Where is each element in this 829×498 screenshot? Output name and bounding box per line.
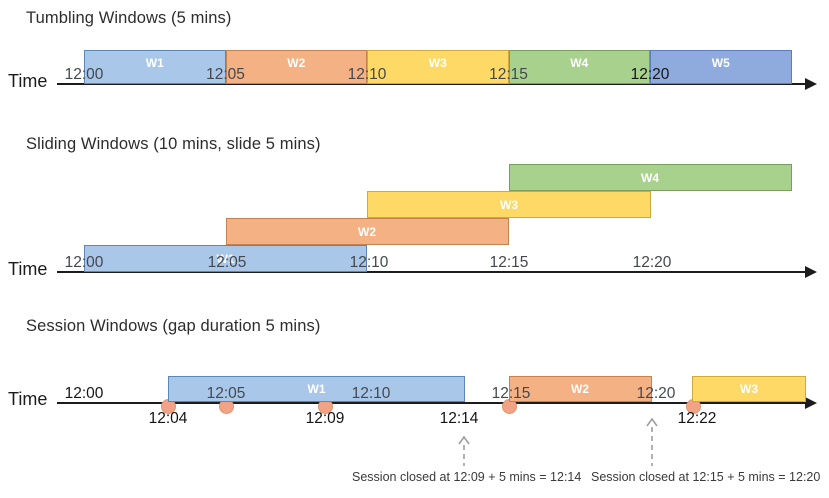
window-label: W5 <box>711 56 730 70</box>
event-time-label: 12:09 <box>305 410 345 427</box>
window-label: W3 <box>740 382 758 396</box>
tumbling-tick: 12:10 <box>347 66 387 83</box>
window-label: W3 <box>500 197 518 212</box>
window-label: W2 <box>358 224 376 239</box>
window-label: W4 <box>570 56 589 70</box>
tumbling-window-w3: W3 <box>367 50 509 84</box>
tumbling-tick: 12:20 <box>630 66 670 83</box>
tumbling-tick: 12:00 <box>64 66 104 83</box>
sliding-window-w4: W4 <box>508 164 792 191</box>
tumbling-time-axis-label: Time <box>8 71 48 91</box>
sliding-tick: 12:20 <box>632 254 672 271</box>
session-closed-annotation: Session closed at 12:15 + 5 mins = 12:20 <box>591 470 821 484</box>
arrow-right-icon <box>805 397 817 409</box>
window-label: W4 <box>641 170 659 185</box>
window-label: W3 <box>428 56 447 70</box>
session-time-axis-label: Time <box>8 389 48 409</box>
tumbling-tick: 12:15 <box>489 66 528 83</box>
sliding-time-axis-label: Time <box>8 259 48 279</box>
window-label: W2 <box>287 56 306 70</box>
session-window-w3: W3 <box>692 376 806 402</box>
tumbling-time-axis <box>57 83 806 85</box>
sliding-time-axis <box>57 271 806 273</box>
window-label: W1 <box>307 382 326 396</box>
tumbling-window-w1: W1 <box>84 50 226 84</box>
dashed-arrow-up-icon <box>646 417 658 466</box>
sliding-tick: 12:00 <box>64 254 104 271</box>
sliding-tick: 12:15 <box>489 254 529 271</box>
window-label: W1 <box>145 56 164 70</box>
arrow-right-icon <box>805 78 817 90</box>
session-tick: 12:10 <box>351 385 391 402</box>
session-window-w2: W2 <box>508 376 652 402</box>
event-time-label: 12:22 <box>677 410 717 427</box>
sliding-window-w2: W2 <box>225 218 509 245</box>
window-label: W1 <box>216 251 235 266</box>
dashed-arrow-up-icon <box>458 435 470 466</box>
session-closed-annotation: Session closed at 12:09 + 5 mins = 12:14 <box>352 470 582 484</box>
tumbling-window-w4: W4 <box>508 50 650 84</box>
sliding-window-w3: W3 <box>367 191 651 218</box>
tumbling-window-w2: W2 <box>225 50 367 84</box>
session-tick: 12:05 <box>206 385 246 402</box>
session-tick: 12:15 <box>491 385 531 402</box>
session-window-w1: W1 <box>168 376 465 402</box>
session-time-axis <box>57 402 806 404</box>
sliding-title: Sliding Windows (10 mins, slide 5 mins) <box>26 135 321 153</box>
session-title: Session Windows (gap duration 5 mins) <box>26 317 321 335</box>
sliding-tick: 12:10 <box>349 254 389 271</box>
sliding-window-w1: W1 <box>84 245 367 272</box>
tumbling-title: Tumbling Windows (5 mins) <box>26 9 232 27</box>
tumbling-window-w5: W5 <box>650 50 792 84</box>
tumbling-tick: 12:05 <box>206 66 245 83</box>
session-tick: 12:00 <box>64 385 104 402</box>
sliding-tick: 12:05 <box>207 254 247 271</box>
arrow-right-icon <box>805 266 817 278</box>
window-close-time-label: 12:14 <box>439 410 479 427</box>
window-label: W2 <box>571 382 589 396</box>
session-tick: 12:20 <box>636 385 676 402</box>
event-time-label: 12:04 <box>148 410 188 427</box>
